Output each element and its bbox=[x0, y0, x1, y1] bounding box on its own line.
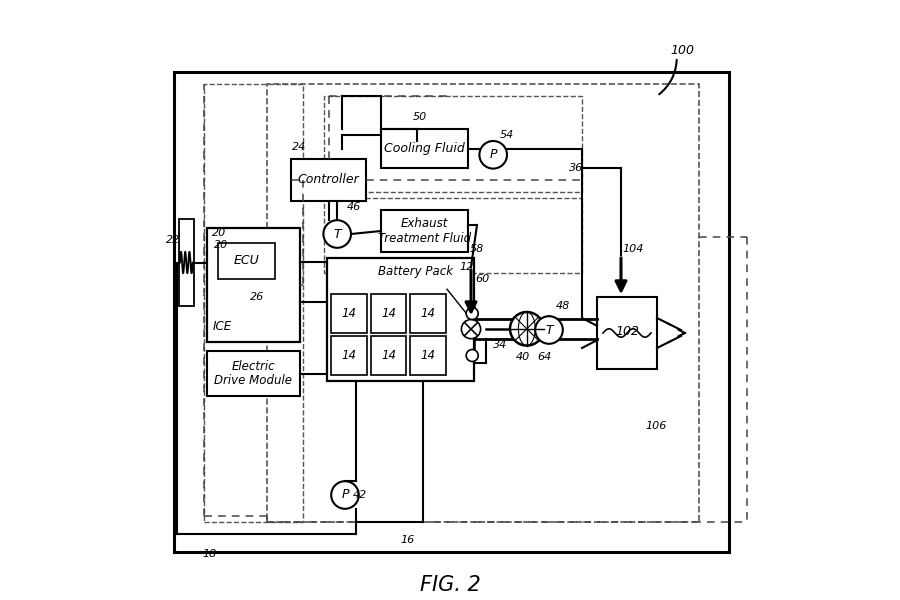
Text: 26: 26 bbox=[249, 292, 264, 302]
FancyBboxPatch shape bbox=[218, 243, 274, 279]
FancyBboxPatch shape bbox=[179, 219, 194, 306]
Text: P: P bbox=[341, 488, 349, 502]
Text: Controller: Controller bbox=[298, 173, 359, 187]
Text: 14: 14 bbox=[381, 349, 396, 362]
Text: 14: 14 bbox=[341, 349, 356, 362]
Circle shape bbox=[510, 312, 544, 346]
Text: 40: 40 bbox=[516, 352, 530, 362]
Text: T: T bbox=[333, 227, 341, 241]
Circle shape bbox=[536, 316, 562, 344]
Circle shape bbox=[323, 220, 351, 248]
Circle shape bbox=[466, 349, 478, 361]
Text: 106: 106 bbox=[645, 421, 667, 431]
FancyBboxPatch shape bbox=[207, 228, 300, 342]
Text: Cooling Fluid: Cooling Fluid bbox=[384, 142, 465, 155]
FancyBboxPatch shape bbox=[371, 336, 406, 375]
Text: 18: 18 bbox=[202, 549, 217, 559]
Text: 14: 14 bbox=[381, 307, 396, 320]
Text: Electric
Drive Module: Electric Drive Module bbox=[214, 359, 292, 388]
Text: ECU: ECU bbox=[233, 254, 259, 268]
Text: 14: 14 bbox=[420, 349, 436, 362]
FancyBboxPatch shape bbox=[327, 258, 474, 381]
Circle shape bbox=[331, 481, 359, 509]
Text: FIG. 2: FIG. 2 bbox=[419, 575, 481, 595]
Text: 42: 42 bbox=[353, 490, 367, 500]
Text: 12: 12 bbox=[459, 262, 473, 272]
Text: 46: 46 bbox=[346, 202, 361, 212]
Text: 22: 22 bbox=[166, 235, 180, 245]
Text: P: P bbox=[490, 148, 497, 161]
FancyBboxPatch shape bbox=[371, 294, 406, 333]
FancyBboxPatch shape bbox=[291, 159, 366, 201]
Circle shape bbox=[480, 141, 507, 169]
Text: 36: 36 bbox=[569, 163, 583, 173]
FancyBboxPatch shape bbox=[381, 129, 468, 168]
Text: 24: 24 bbox=[292, 142, 306, 152]
FancyBboxPatch shape bbox=[597, 297, 657, 369]
Text: T: T bbox=[545, 323, 553, 337]
FancyBboxPatch shape bbox=[331, 294, 366, 333]
Circle shape bbox=[462, 319, 481, 338]
Text: 50: 50 bbox=[413, 112, 428, 122]
Text: 14: 14 bbox=[420, 307, 436, 320]
Text: 60: 60 bbox=[475, 274, 490, 284]
Text: Exhaust
Treatment Fluid: Exhaust Treatment Fluid bbox=[378, 217, 471, 245]
Text: 64: 64 bbox=[537, 352, 552, 362]
FancyBboxPatch shape bbox=[174, 72, 729, 552]
Text: 20: 20 bbox=[214, 240, 229, 250]
Text: ICE: ICE bbox=[213, 320, 232, 334]
FancyBboxPatch shape bbox=[410, 336, 446, 375]
Text: 34: 34 bbox=[493, 340, 508, 350]
Text: 54: 54 bbox=[500, 130, 514, 140]
FancyBboxPatch shape bbox=[410, 294, 446, 333]
FancyBboxPatch shape bbox=[381, 210, 468, 252]
Text: Battery Pack: Battery Pack bbox=[378, 265, 453, 278]
Circle shape bbox=[466, 307, 478, 319]
FancyBboxPatch shape bbox=[331, 336, 366, 375]
Text: 16: 16 bbox=[400, 535, 415, 545]
FancyBboxPatch shape bbox=[207, 351, 300, 396]
Text: 20: 20 bbox=[212, 228, 227, 238]
Text: 14: 14 bbox=[341, 307, 356, 320]
Text: 58: 58 bbox=[470, 244, 484, 254]
Text: 104: 104 bbox=[622, 244, 644, 254]
Text: 48: 48 bbox=[555, 301, 570, 311]
Text: 102: 102 bbox=[615, 325, 639, 338]
Text: 100: 100 bbox=[670, 44, 695, 58]
